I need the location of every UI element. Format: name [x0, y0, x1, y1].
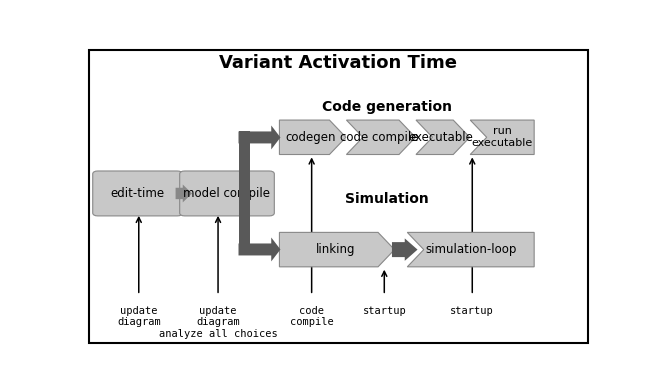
Polygon shape — [176, 184, 192, 202]
Text: code
compile: code compile — [290, 306, 333, 328]
Polygon shape — [238, 126, 280, 149]
Text: Variant Activation Time: Variant Activation Time — [219, 54, 457, 72]
Text: executable: executable — [409, 131, 474, 144]
Text: update
diagram: update diagram — [117, 306, 160, 328]
Polygon shape — [407, 232, 534, 267]
Polygon shape — [470, 120, 534, 154]
Text: startup: startup — [362, 306, 406, 316]
Text: Simulation: Simulation — [345, 193, 429, 207]
FancyBboxPatch shape — [180, 171, 275, 216]
FancyBboxPatch shape — [92, 171, 182, 216]
Text: model compile: model compile — [183, 187, 271, 200]
Text: update
diagram
analyze all choices: update diagram analyze all choices — [158, 306, 277, 339]
Text: simulation-loop: simulation-loop — [425, 243, 516, 256]
Polygon shape — [279, 232, 395, 267]
Polygon shape — [416, 120, 470, 154]
Bar — [238, 131, 249, 256]
Polygon shape — [238, 237, 280, 261]
Text: startup: startup — [450, 306, 494, 316]
Text: linking: linking — [315, 243, 355, 256]
Text: run
executable: run executable — [471, 126, 533, 148]
Text: edit-time: edit-time — [110, 187, 164, 200]
Polygon shape — [279, 120, 346, 154]
Text: Code generation: Code generation — [322, 100, 452, 114]
Polygon shape — [392, 238, 418, 261]
Text: codegen: codegen — [286, 131, 337, 144]
Text: code compile: code compile — [340, 131, 418, 144]
Polygon shape — [346, 120, 416, 154]
